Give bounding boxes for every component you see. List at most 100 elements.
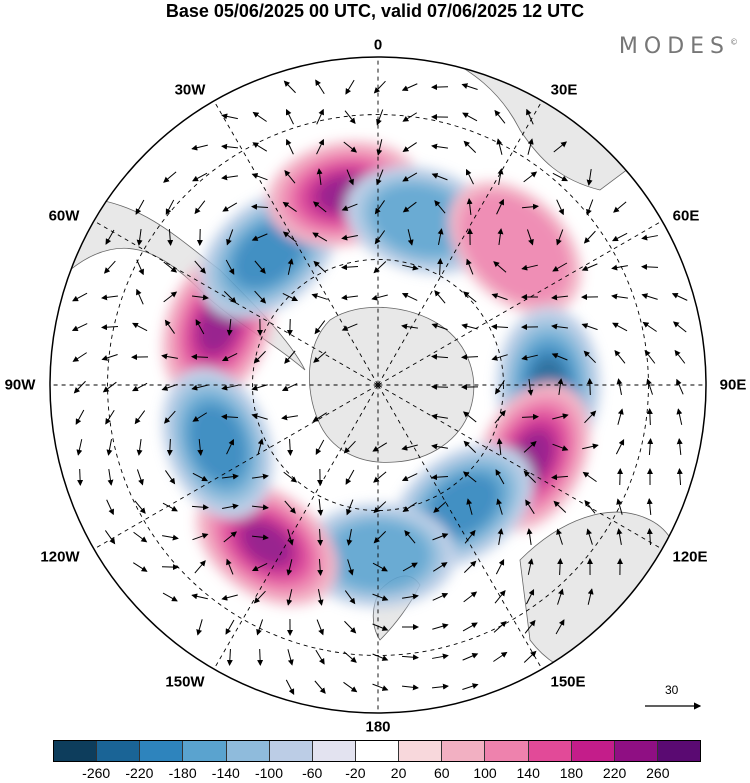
wind-arrow-icon — [373, 80, 386, 94]
wind-arrow-icon — [343, 651, 357, 663]
wind-arrow-icon — [286, 138, 294, 155]
colorbar — [53, 740, 701, 762]
anomaly-contour — [459, 192, 571, 304]
wind-arrow-icon — [194, 260, 206, 274]
vector-scale-value: 30 — [665, 683, 679, 697]
wind-arrow-icon — [222, 503, 239, 510]
wind-arrow-icon — [253, 350, 266, 364]
wind-arrow-icon — [553, 141, 567, 153]
wind-arrow-icon — [312, 201, 327, 213]
wind-arrow-icon — [642, 321, 657, 332]
wind-arrow-icon — [464, 529, 476, 544]
wind-arrow-icon — [494, 410, 506, 424]
wind-arrow-icon — [496, 498, 503, 515]
wind-arrow-icon — [191, 593, 208, 600]
wind-arrow-icon — [133, 531, 148, 543]
wind-arrow-icon — [431, 474, 449, 481]
colorbar-tick-label: 220 — [602, 765, 627, 781]
wind-arrow-icon — [526, 108, 534, 125]
wind-arrow-icon — [496, 438, 503, 456]
wind-arrow-icon — [527, 558, 534, 575]
colorbar-swatch — [54, 741, 98, 761]
wind-arrow-icon — [463, 560, 477, 573]
wind-arrow-icon — [194, 200, 206, 215]
wind-arrow-icon — [373, 471, 387, 483]
wind-arrow-icon — [552, 413, 569, 420]
meridian-line — [213, 100, 379, 385]
wind-arrow-icon — [132, 382, 148, 392]
wind-arrow-icon — [221, 174, 238, 181]
colorbar-swatch — [312, 741, 356, 761]
wind-arrow-icon — [282, 293, 299, 302]
wind-arrow-icon — [526, 229, 534, 246]
wind-arrow-icon — [284, 500, 296, 514]
wind-arrow-icon — [586, 199, 594, 216]
wind-arrow-icon — [641, 293, 658, 300]
wind-arrow-icon — [135, 199, 145, 215]
meridian-line — [378, 384, 663, 550]
wind-arrow-icon — [136, 469, 144, 486]
wind-arrow-icon — [106, 499, 114, 516]
wind-arrow-icon — [437, 258, 444, 276]
wind-arrow-icon — [163, 171, 177, 183]
wind-arrow-icon — [282, 231, 297, 243]
wind-arrow-icon — [251, 173, 268, 181]
wind-arrow-icon — [167, 228, 174, 246]
wind-arrow-icon — [252, 473, 269, 480]
wind-arrow-icon — [552, 262, 568, 272]
colorbar-tick-label: -140 — [211, 765, 240, 781]
anomaly-contour — [188, 404, 247, 483]
wind-arrow-icon — [341, 203, 358, 211]
wind-arrow-icon — [552, 172, 568, 182]
wind-arrow-icon — [341, 264, 359, 271]
wind-arrow-icon — [222, 473, 239, 480]
wind-arrow-icon — [615, 438, 625, 455]
wind-arrow-icon — [497, 228, 504, 245]
wind-arrow-icon — [73, 380, 86, 394]
wind-arrow-icon — [286, 589, 293, 606]
wind-arrow-icon — [461, 83, 478, 90]
wind-arrow-icon — [192, 172, 208, 182]
wind-arrow-icon — [494, 380, 505, 395]
wind-arrow-icon — [431, 683, 449, 690]
longitude-label-150w: 150W — [165, 673, 205, 691]
wind-arrow-icon — [287, 529, 294, 546]
wind-arrow-icon — [343, 440, 356, 454]
wind-arrow-icon — [525, 499, 535, 515]
wind-arrow-icon — [463, 140, 477, 153]
colorbar-swatch — [399, 741, 443, 761]
south-america-landmass — [69, 199, 306, 371]
wind-arrow-icon — [221, 143, 239, 150]
colorbar-swatch — [226, 741, 270, 761]
wind-arrow-icon — [373, 501, 387, 514]
wind-arrow-icon — [344, 620, 357, 634]
wind-arrow-icon — [221, 594, 238, 601]
wind-arrow-icon — [497, 168, 504, 185]
wind-arrow-icon — [461, 323, 478, 330]
wind-arrow-icon — [165, 199, 175, 215]
wind-arrow-icon — [521, 354, 538, 361]
wind-arrow-icon — [556, 229, 564, 246]
wind-arrow-icon — [165, 470, 176, 485]
wind-arrow-icon — [401, 444, 418, 451]
copyright-icon: © — [730, 37, 738, 47]
wind-arrow-icon — [551, 294, 569, 301]
wind-arrow-icon — [494, 589, 506, 604]
wind-arrow-icon — [225, 619, 235, 635]
wind-arrow-icon — [586, 528, 593, 545]
wind-arrow-icon — [287, 438, 294, 456]
wind-arrow-icon — [431, 443, 448, 450]
wind-arrow-icon — [432, 593, 449, 601]
wind-arrow-icon — [251, 504, 269, 511]
wind-arrow-icon — [611, 293, 628, 300]
colorbar-tick-label: 60 — [434, 765, 450, 781]
wind-arrow-icon — [136, 259, 144, 276]
wind-arrow-icon — [343, 141, 358, 153]
wind-arrow-icon — [77, 468, 84, 486]
wind-arrow-icon — [163, 261, 178, 273]
wind-arrow-icon — [317, 498, 324, 516]
wind-arrow-icon — [676, 408, 683, 425]
colorbar-swatch — [97, 741, 141, 761]
wind-arrow-icon — [251, 413, 268, 420]
wind-arrow-icon — [521, 203, 539, 210]
